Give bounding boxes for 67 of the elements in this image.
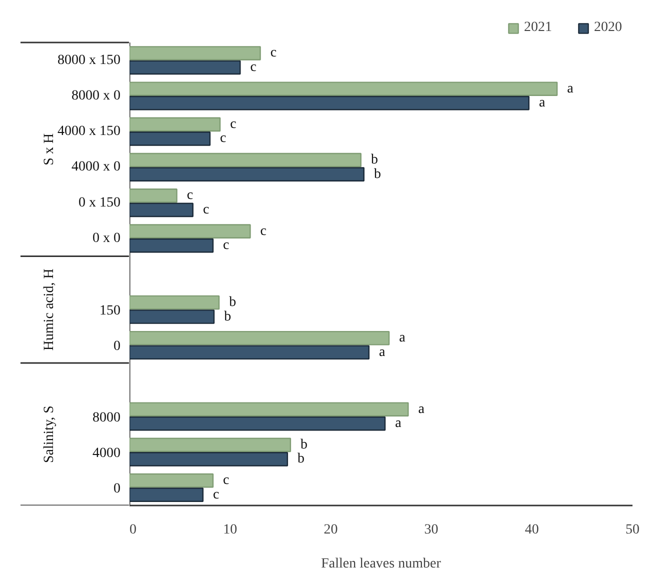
legend-label: 2020	[594, 20, 622, 36]
x-tick-label: 0	[130, 522, 136, 538]
bar	[130, 416, 386, 431]
data-label: c	[223, 238, 230, 254]
data-label: b	[229, 295, 236, 310]
text: Humic acid, H	[42, 268, 58, 351]
y-tick-label: 4000 x 0	[71, 160, 120, 175]
x-tick-label: 40	[524, 522, 539, 538]
y-tick-label: 8000 x 0	[71, 88, 120, 104]
data-label: a	[399, 330, 406, 346]
data-label: c	[250, 60, 256, 75]
data-label: b	[298, 452, 304, 467]
bar	[130, 330, 390, 346]
bar	[130, 132, 211, 146]
y-tick-label: 8000 x 150	[57, 52, 120, 68]
bar	[130, 152, 362, 168]
bar	[130, 310, 215, 324]
data-label: c	[270, 46, 277, 61]
y-tick-label: 0	[113, 339, 120, 354]
x-tick-label: 30	[424, 522, 438, 538]
data-label: a	[418, 402, 426, 417]
bar	[130, 345, 370, 360]
x-tick-label: 50	[626, 522, 640, 538]
y-tick-label: 0	[113, 482, 120, 497]
bar	[130, 488, 204, 502]
bar	[130, 402, 409, 416]
y-tick-label: 4000 x 150	[57, 124, 120, 140]
data-label: c	[213, 487, 220, 502]
data-label: a	[395, 416, 402, 432]
bar	[130, 438, 292, 452]
data-label: b	[374, 166, 381, 182]
text: S x H	[42, 133, 58, 166]
data-label: b	[370, 152, 378, 168]
bar	[130, 117, 221, 132]
bar	[130, 295, 220, 310]
text: Salinity, S	[42, 406, 58, 463]
bar	[130, 473, 214, 488]
data-label: a	[538, 96, 546, 111]
bar	[130, 188, 178, 203]
bar	[130, 167, 364, 182]
y-tick-label: 150	[99, 304, 120, 319]
x-tick-label: 20	[324, 522, 338, 538]
data-label: a	[378, 344, 386, 360]
data-label: a	[567, 81, 574, 96]
bar	[130, 46, 261, 60]
bar	[130, 224, 251, 238]
y-tick-label: 0 x 150	[78, 195, 120, 210]
x-tick-label: 10	[223, 522, 238, 538]
data-label: c	[202, 202, 210, 218]
bar	[130, 60, 241, 75]
data-label: c	[223, 473, 230, 488]
data-label: c	[220, 131, 226, 146]
x-axis-title: Fallen leaves number	[321, 556, 442, 572]
data-label: c	[186, 188, 194, 204]
bar	[130, 96, 530, 110]
data-label: b	[300, 437, 308, 452]
legend-label: 2021	[524, 20, 552, 36]
data-label: c	[230, 116, 236, 132]
bar	[130, 238, 214, 253]
data-label: c	[260, 224, 266, 239]
y-tick-label: 4000	[92, 446, 120, 462]
y-tick-label: 8000	[92, 410, 120, 426]
bar	[130, 202, 194, 218]
y-tick-label: 0 x 0	[92, 230, 120, 246]
data-label: b	[224, 309, 232, 324]
bar	[130, 82, 558, 96]
bar	[130, 452, 288, 466]
